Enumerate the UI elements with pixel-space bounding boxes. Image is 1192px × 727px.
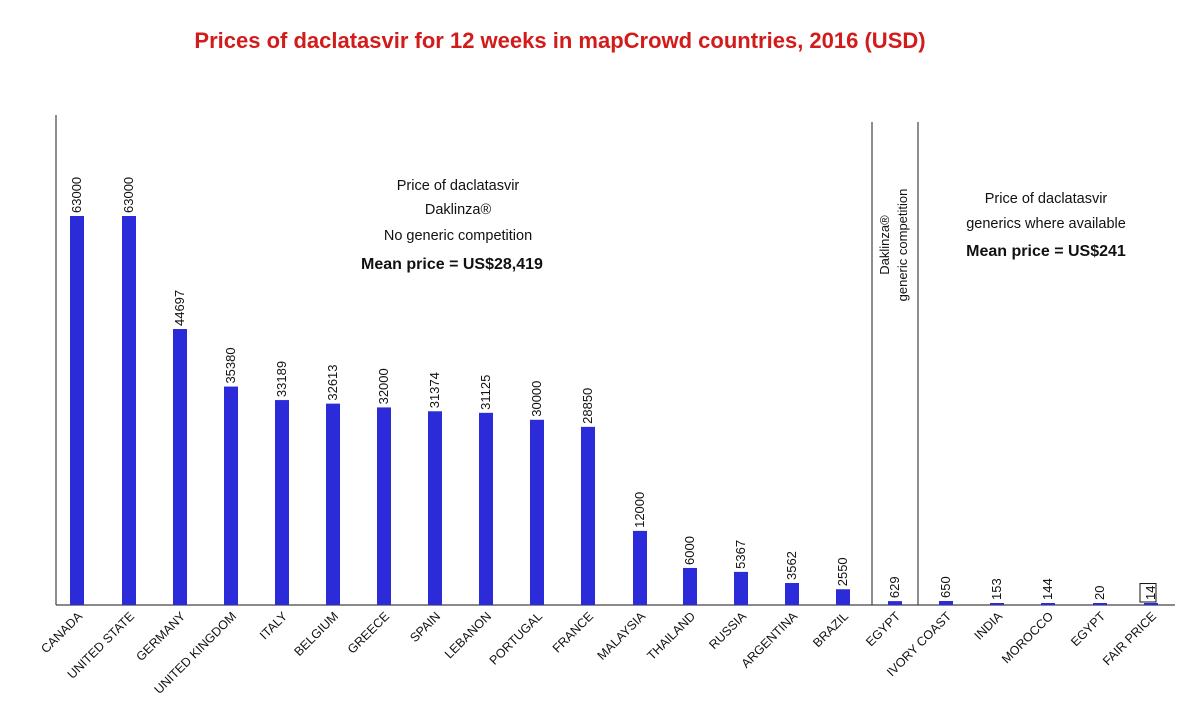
bar — [479, 412, 493, 605]
bar — [683, 567, 697, 605]
category-label: THAILAND — [645, 609, 699, 663]
bar — [428, 411, 442, 605]
value-label: 63000 — [69, 177, 84, 213]
bar — [326, 403, 340, 605]
annotation-line: Price of daclatasvir — [985, 191, 1108, 207]
chart-title: Prices of daclatasvir for 12 weeks in ma… — [194, 28, 925, 53]
value-label: 6000 — [682, 536, 697, 565]
annotation-line: Daklinza® — [425, 202, 492, 218]
bar — [888, 601, 902, 605]
value-label: 3562 — [784, 551, 799, 580]
bar — [990, 603, 1004, 605]
value-label: 153 — [989, 578, 1004, 600]
annotation-line: No generic competition — [384, 228, 532, 244]
mean-price-label: Mean price = US$241 — [966, 243, 1126, 260]
value-label: 629 — [887, 576, 902, 598]
value-label: 12000 — [632, 492, 647, 528]
bar — [530, 419, 544, 605]
value-label: 33189 — [274, 361, 289, 397]
mean-price-label: Mean price = US$28,419 — [361, 256, 543, 273]
annotation-line: Price of daclatasvir — [397, 178, 520, 194]
value-label: 5367 — [733, 540, 748, 569]
category-label: BELGIUM — [291, 609, 341, 659]
category-label: SPAIN — [407, 609, 443, 645]
category-label: FRANCE — [550, 609, 596, 655]
category-label: GERMANY — [134, 609, 189, 664]
category-label: FAIR PRICE — [1100, 609, 1159, 668]
value-label: 63000 — [121, 177, 136, 213]
value-label: 32000 — [376, 368, 391, 404]
bar — [70, 216, 84, 605]
bar — [275, 400, 289, 605]
category-label: ITALY — [257, 609, 291, 643]
value-label: 2550 — [835, 557, 850, 586]
category-label: INDIA — [972, 609, 1006, 643]
value-label: 32613 — [325, 364, 340, 400]
bar — [581, 426, 595, 605]
bar — [122, 216, 136, 605]
category-label: CANADA — [38, 609, 85, 656]
bar — [1041, 603, 1055, 605]
bar — [939, 600, 953, 605]
category-label: EGYPT — [863, 609, 903, 649]
value-label: 28850 — [580, 388, 595, 424]
annotation-line: generics where available — [966, 216, 1126, 232]
category-label: RUSSIA — [706, 609, 749, 652]
category-label: GREECE — [345, 609, 392, 656]
category-label: MALAYSIA — [595, 609, 649, 663]
category-label: EGYPT — [1068, 609, 1108, 649]
bar — [224, 386, 238, 605]
value-label: 44697 — [172, 290, 187, 326]
annotation-line: Daklinza® — [877, 215, 892, 275]
value-label: 20 — [1092, 586, 1107, 600]
annotation-line: generic competition — [895, 189, 910, 302]
category-label: MOROCCO — [999, 609, 1056, 666]
value-label: 14 — [1143, 586, 1158, 600]
value-label: 31125 — [478, 375, 493, 410]
bar — [734, 571, 748, 605]
bar — [377, 407, 391, 605]
bar — [173, 329, 187, 605]
fair-price-box — [1139, 583, 1157, 603]
bar — [785, 583, 799, 605]
value-label: 144 — [1040, 578, 1055, 600]
bar — [633, 530, 647, 605]
value-label: 31374 — [427, 372, 442, 408]
value-label: 35380 — [223, 347, 238, 383]
bar — [1093, 603, 1107, 605]
value-label: 30000 — [529, 381, 544, 417]
bar — [836, 589, 850, 605]
bar — [1144, 603, 1158, 605]
category-label: LEBANON — [442, 609, 494, 661]
category-label: BRAZIL — [810, 609, 851, 650]
value-label: 650 — [938, 576, 953, 598]
category-label: PORTUGAL — [487, 609, 545, 667]
